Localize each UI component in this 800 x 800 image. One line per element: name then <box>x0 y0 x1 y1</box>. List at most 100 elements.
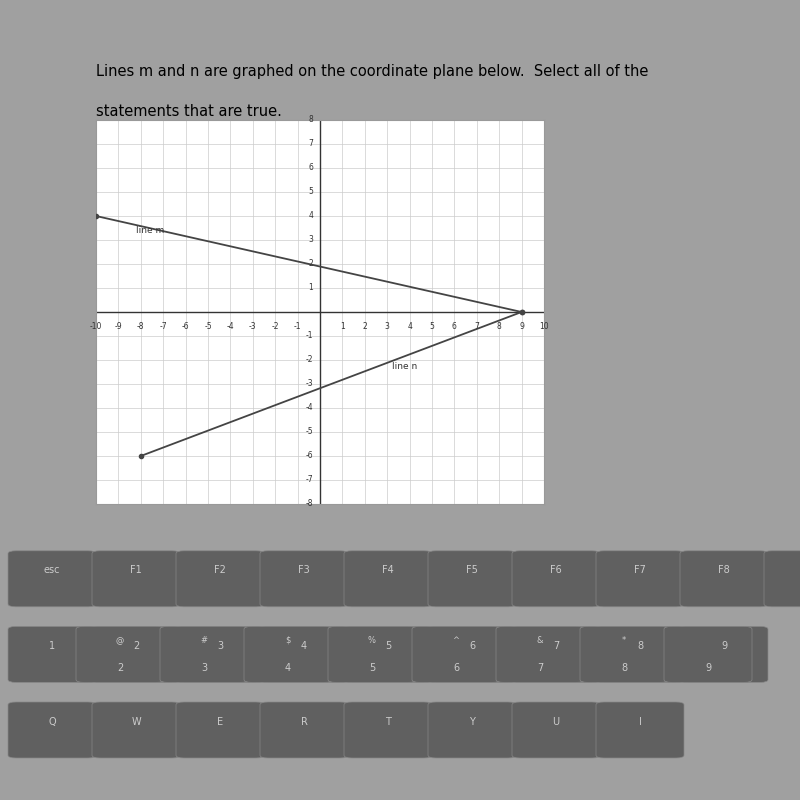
Text: 9: 9 <box>721 641 727 651</box>
Text: -1: -1 <box>306 331 314 341</box>
Text: 4: 4 <box>309 211 314 221</box>
Text: -5: -5 <box>204 322 212 330</box>
Text: -4: -4 <box>306 403 314 413</box>
Text: 4: 4 <box>407 322 412 330</box>
Text: -2: -2 <box>271 322 279 330</box>
Text: Lines m and n are graphed on the coordinate plane below.  Select all of the: Lines m and n are graphed on the coordin… <box>96 64 648 79</box>
Text: 4: 4 <box>285 663 291 674</box>
Text: 1: 1 <box>49 641 55 651</box>
FancyBboxPatch shape <box>512 702 600 758</box>
Text: I: I <box>638 717 642 726</box>
Text: statements that are true.: statements that are true. <box>96 104 282 119</box>
FancyBboxPatch shape <box>428 551 516 606</box>
Text: 8: 8 <box>621 663 627 674</box>
Text: %: % <box>368 636 376 645</box>
FancyBboxPatch shape <box>344 626 432 682</box>
FancyBboxPatch shape <box>680 626 768 682</box>
Text: -6: -6 <box>306 451 314 461</box>
Text: -6: -6 <box>182 322 190 330</box>
FancyBboxPatch shape <box>664 626 752 682</box>
Text: 2: 2 <box>309 259 314 269</box>
Text: 2: 2 <box>133 641 139 651</box>
Text: #: # <box>201 636 207 645</box>
Text: *: * <box>622 636 626 645</box>
Text: -10: -10 <box>90 322 102 330</box>
Text: esc: esc <box>44 566 60 575</box>
Text: &: & <box>537 636 543 645</box>
Text: T: T <box>385 717 391 726</box>
FancyBboxPatch shape <box>176 702 264 758</box>
Text: Q: Q <box>48 717 56 726</box>
FancyBboxPatch shape <box>92 626 180 682</box>
FancyBboxPatch shape <box>344 702 432 758</box>
Text: -8: -8 <box>306 499 314 509</box>
Text: -7: -7 <box>159 322 167 330</box>
Text: -2: -2 <box>306 355 314 365</box>
Text: 6: 6 <box>453 663 459 674</box>
Text: 3: 3 <box>385 322 390 330</box>
FancyBboxPatch shape <box>328 626 416 682</box>
Text: -9: -9 <box>114 322 122 330</box>
Text: 7: 7 <box>309 139 314 149</box>
Text: F8: F8 <box>718 566 730 575</box>
FancyBboxPatch shape <box>428 626 516 682</box>
FancyBboxPatch shape <box>512 626 600 682</box>
Text: -3: -3 <box>249 322 257 330</box>
Text: Y: Y <box>469 717 475 726</box>
FancyBboxPatch shape <box>8 702 96 758</box>
FancyBboxPatch shape <box>580 626 668 682</box>
FancyBboxPatch shape <box>244 626 332 682</box>
Text: $: $ <box>286 636 290 645</box>
Text: W: W <box>131 717 141 726</box>
Text: F1: F1 <box>130 566 142 575</box>
Text: 3: 3 <box>309 235 314 245</box>
Text: -4: -4 <box>226 322 234 330</box>
FancyBboxPatch shape <box>76 626 164 682</box>
FancyBboxPatch shape <box>512 551 600 606</box>
Text: R: R <box>301 717 307 726</box>
Text: 5: 5 <box>309 187 314 197</box>
Text: U: U <box>553 717 559 726</box>
Text: 3: 3 <box>217 641 223 651</box>
FancyBboxPatch shape <box>260 702 348 758</box>
FancyBboxPatch shape <box>160 626 248 682</box>
Text: 1: 1 <box>309 283 314 293</box>
FancyBboxPatch shape <box>412 626 500 682</box>
Text: @: @ <box>116 636 124 645</box>
Text: 5: 5 <box>369 663 375 674</box>
Text: 9: 9 <box>519 322 524 330</box>
Text: 7: 7 <box>474 322 479 330</box>
Text: -8: -8 <box>137 322 145 330</box>
Text: F5: F5 <box>466 566 478 575</box>
Text: E: E <box>217 717 223 726</box>
FancyBboxPatch shape <box>176 626 264 682</box>
Text: 9: 9 <box>705 663 711 674</box>
Text: -1: -1 <box>294 322 302 330</box>
Text: 7: 7 <box>537 663 543 674</box>
Text: 2: 2 <box>117 663 123 674</box>
FancyBboxPatch shape <box>496 626 584 682</box>
FancyBboxPatch shape <box>260 626 348 682</box>
Text: 6: 6 <box>469 641 475 651</box>
FancyBboxPatch shape <box>428 702 516 758</box>
Text: 6: 6 <box>309 163 314 173</box>
Text: 10: 10 <box>539 322 549 330</box>
Text: line m: line m <box>136 226 165 235</box>
Text: F6: F6 <box>550 566 562 575</box>
FancyBboxPatch shape <box>8 626 96 682</box>
Text: F3: F3 <box>298 566 310 575</box>
Text: 4: 4 <box>301 641 307 651</box>
Text: 5: 5 <box>385 641 391 651</box>
Text: 1: 1 <box>340 322 345 330</box>
Text: 8: 8 <box>497 322 502 330</box>
FancyBboxPatch shape <box>344 551 432 606</box>
Text: 2: 2 <box>362 322 367 330</box>
Text: F7: F7 <box>634 566 646 575</box>
Text: -7: -7 <box>306 475 314 485</box>
Text: 3: 3 <box>201 663 207 674</box>
FancyBboxPatch shape <box>596 702 684 758</box>
Text: line n: line n <box>392 362 417 371</box>
Text: ^: ^ <box>453 636 459 645</box>
FancyBboxPatch shape <box>596 626 684 682</box>
Text: F2: F2 <box>214 566 226 575</box>
